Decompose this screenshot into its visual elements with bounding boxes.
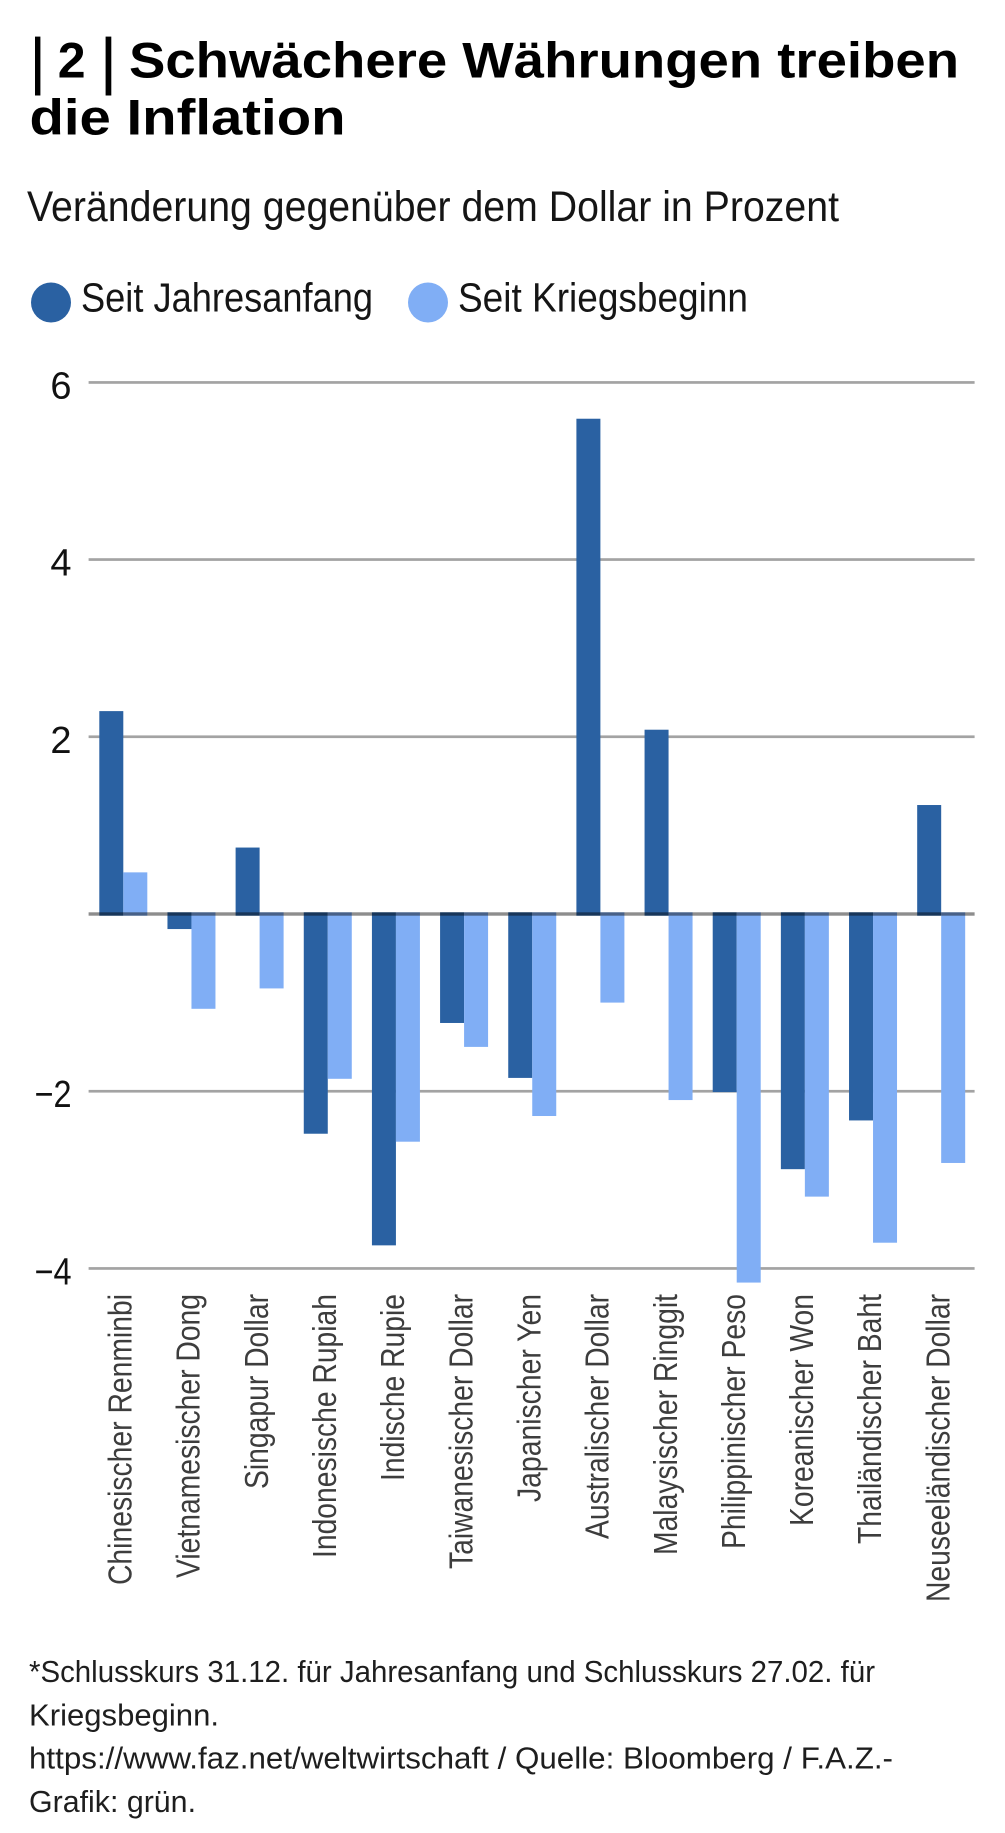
svg-text:Koreanischer Won: Koreanischer Won: [783, 1294, 820, 1526]
svg-text:Indonesische Rupiah: Indonesische Rupiah: [306, 1294, 343, 1558]
svg-text:Taiwanesischer Dollar: Taiwanesischer Dollar: [442, 1294, 479, 1569]
svg-text:−4: −4: [35, 1251, 72, 1293]
svg-text:Neuseeländischer Dollar: Neuseeländischer Dollar: [919, 1294, 956, 1602]
svg-text:2: 2: [50, 720, 71, 762]
svg-text:Chinesischer Renminbi: Chinesischer Renminbi: [102, 1294, 139, 1585]
svg-text:4: 4: [50, 543, 71, 585]
svg-text:Schwächere Währungen treiben: Schwächere Währungen treiben: [129, 33, 959, 89]
svg-text:Malaysischer Ringgit: Malaysischer Ringgit: [647, 1294, 684, 1555]
svg-text:Grafik: grün.: Grafik: grün.: [29, 1784, 196, 1819]
svg-text:Seit Jahresanfang: Seit Jahresanfang: [81, 275, 373, 321]
svg-text:Indische Rupie: Indische Rupie: [374, 1294, 411, 1481]
svg-text:Seit Kriegsbeginn: Seit Kriegsbeginn: [458, 275, 748, 321]
svg-text:Australischer Dollar: Australischer Dollar: [579, 1294, 616, 1539]
svg-text:Thailändischer Baht: Thailändischer Baht: [851, 1294, 888, 1544]
svg-text:Kriegsbeginn.: Kriegsbeginn.: [29, 1697, 219, 1732]
svg-text:*Schlusskurs 31.12. für Jahres: *Schlusskurs 31.12. für Jahresanfang und…: [29, 1654, 875, 1689]
svg-text:die Inflation: die Inflation: [30, 90, 346, 146]
svg-text:Singapur Dollar: Singapur Dollar: [238, 1294, 275, 1489]
svg-text:Veränderung gegenüber dem Doll: Veränderung gegenüber dem Dollar in Proz…: [27, 183, 839, 231]
svg-text:Japanischer Yen: Japanischer Yen: [510, 1294, 547, 1502]
svg-text:2: 2: [58, 33, 86, 89]
svg-text:−2: −2: [35, 1074, 72, 1116]
svg-text:https://www.faz.net/weltwirtsc: https://www.faz.net/weltwirtschaft / Que…: [29, 1741, 893, 1776]
svg-text:Philippinischer Peso: Philippinischer Peso: [715, 1294, 752, 1549]
svg-text:Vietnamesischer Dong: Vietnamesischer Dong: [170, 1294, 207, 1578]
svg-text:6: 6: [50, 365, 71, 407]
